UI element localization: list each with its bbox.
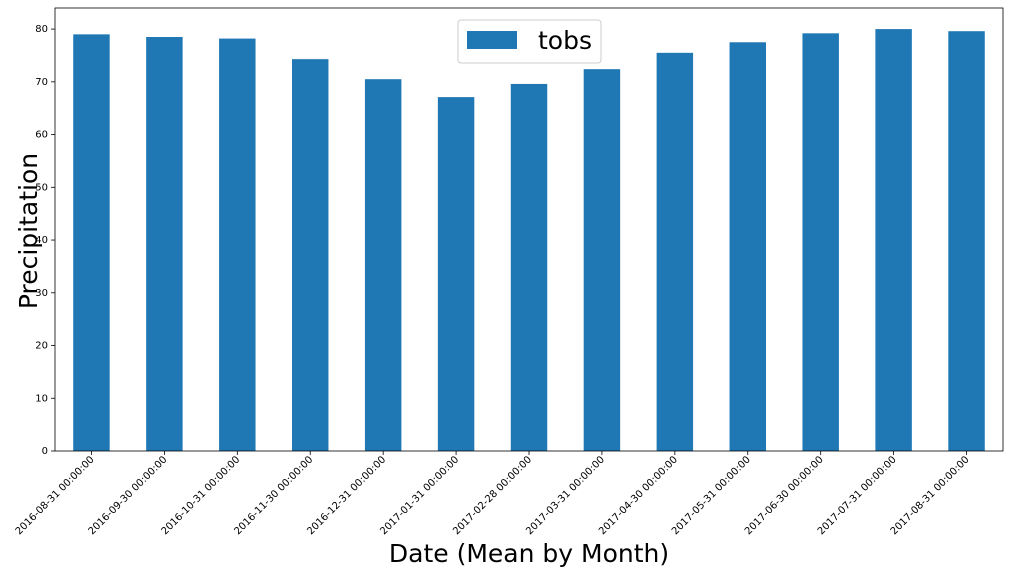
x-tick-label: 2017-06-30 00:00:00 (743, 454, 826, 537)
x-tick-label: 2016-11-30 00:00:00 (232, 454, 315, 537)
bar (656, 52, 694, 451)
x-axis-title: Date (Mean by Month) (389, 539, 669, 568)
plot-frame (54, 7, 1004, 452)
bar (292, 59, 329, 452)
bar (364, 79, 402, 452)
x-tick-label: 2017-08-31 00:00:00 (889, 454, 972, 537)
x-tick-label: 2016-12-31 00:00:00 (305, 454, 388, 537)
y-tick-label: 80 (35, 24, 48, 35)
x-tick-label: 2016-08-31 00:00:00 (14, 454, 97, 537)
x-tick-label: 2017-04-30 00:00:00 (597, 454, 680, 537)
x-tick-label: 2016-10-31 00:00:00 (160, 454, 243, 537)
x-tick-label: 2017-07-31 00:00:00 (816, 454, 899, 537)
bar (729, 42, 766, 452)
y-tick-label: 10 (35, 393, 48, 404)
x-tick-label: 2017-05-31 00:00:00 (670, 454, 753, 537)
legend-frame (457, 19, 602, 64)
bars (73, 29, 985, 452)
legend-swatch (467, 31, 517, 49)
bar (437, 97, 475, 451)
y-tick-label: 70 (35, 77, 48, 88)
bar (73, 34, 110, 451)
x-tick-label: 2017-03-31 00:00:00 (524, 454, 607, 537)
x-tick-label: 2017-02-28 00:00:00 (451, 454, 534, 537)
x-tick-label: 2016-09-30 00:00:00 (87, 454, 170, 537)
bar (219, 38, 256, 451)
bar (510, 83, 548, 451)
y-tick-label: 30 (35, 288, 48, 299)
y-tick-label: 60 (35, 130, 48, 141)
y-axis-title: Precipitation (14, 153, 43, 309)
x-tick-label: 2017-01-31 00:00:00 (378, 454, 461, 537)
y-tick-label: 20 (35, 341, 48, 352)
y-tick-label: 50 (35, 182, 48, 193)
bar (875, 29, 912, 451)
legend-label: tobs (538, 26, 592, 55)
bar (802, 33, 839, 452)
legend: tobs (457, 19, 602, 64)
y-axis-ticks: 0 10 20 30 40 50 60 70 80 (35, 24, 55, 457)
y-tick-label: 40 (35, 235, 48, 246)
bar (583, 69, 621, 451)
y-tick-label: 0 (42, 446, 48, 457)
bar (146, 37, 183, 451)
bar (948, 31, 985, 451)
